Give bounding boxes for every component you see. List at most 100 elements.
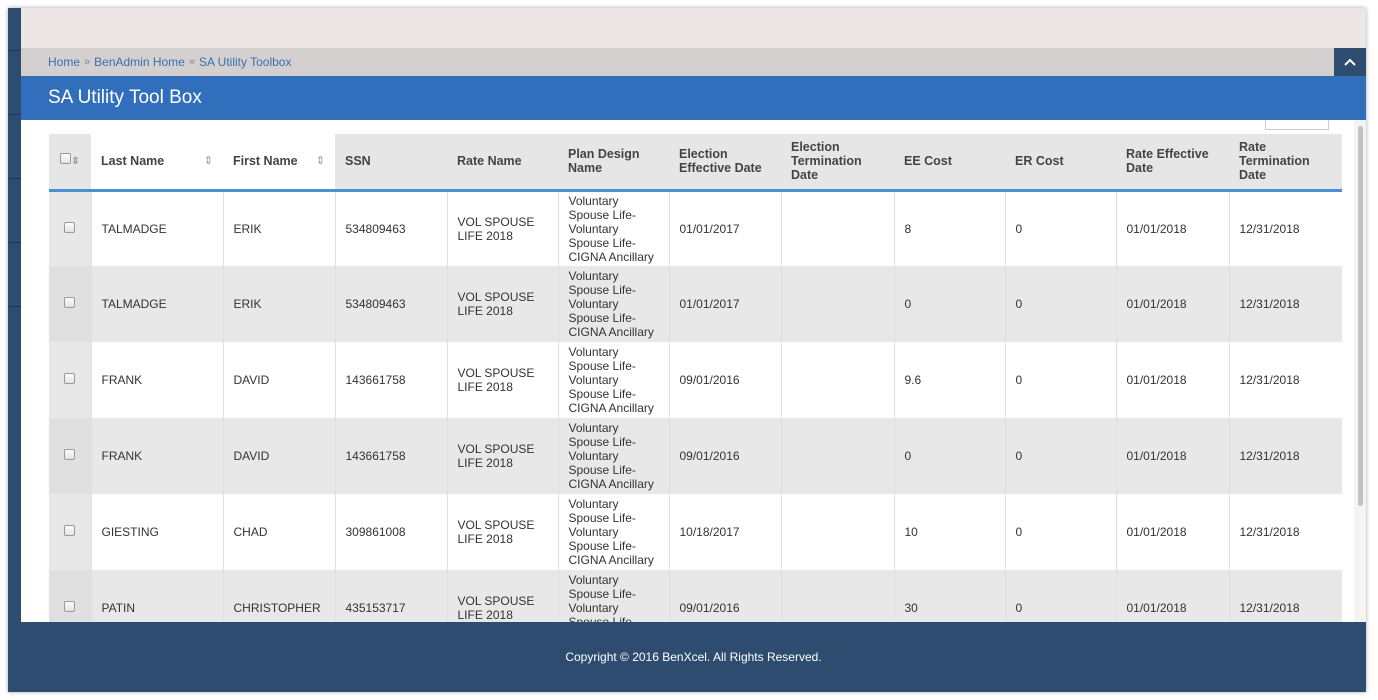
column-header-rate-name[interactable]: Rate Name bbox=[447, 134, 558, 192]
select-all-header[interactable]: ⇕ bbox=[49, 134, 91, 192]
row-checkbox[interactable] bbox=[64, 525, 76, 536]
row-checkbox-cell[interactable] bbox=[49, 494, 91, 570]
table-header-row: ⇕ Last Name ⇕ First Name ⇕ SSN Rate Name P… bbox=[49, 134, 1342, 192]
cell-last-name: TALMADGE bbox=[90, 266, 223, 342]
row-checkbox-cell[interactable] bbox=[49, 266, 91, 342]
cell-ssn: 435153717 bbox=[334, 570, 447, 622]
table-row[interactable]: FRANK DAVID 143661758 VOL SPOUSE LIFE 20… bbox=[49, 418, 1342, 494]
sort-icon[interactable]: ⇕ bbox=[203, 155, 213, 168]
row-checkbox[interactable] bbox=[64, 221, 76, 233]
cell-election-effective-date: 10/18/2017 bbox=[668, 494, 781, 570]
table-row[interactable]: PATIN CHRISTOPHER 435153717 VOL SPOUSE L… bbox=[49, 570, 1342, 622]
cell-first-name: CHRISTOPHER bbox=[222, 570, 335, 622]
cell-rate-name: VOL SPOUSE LIFE 2018 bbox=[446, 494, 558, 570]
table-row[interactable]: GIESTING CHAD 309861008 VOL SPOUSE LIFE … bbox=[49, 494, 1342, 570]
cell-plan-design-name: Voluntary Spouse Life-Voluntary Spouse L… bbox=[557, 190, 669, 266]
column-label: First Name bbox=[233, 154, 298, 169]
column-header-election-termination-date[interactable]: Election Termination Date bbox=[781, 134, 894, 192]
app-window: Home » BenAdmin Home » SA Utility Toolbo… bbox=[8, 8, 1366, 692]
sort-icon[interactable]: ⇕ bbox=[315, 155, 325, 168]
cell-er-cost: 0 bbox=[1004, 190, 1116, 266]
cell-rate-effective-date: 01/01/2018 bbox=[1115, 418, 1229, 494]
cell-first-name: CHAD bbox=[222, 494, 335, 570]
column-header-first-name[interactable]: First Name ⇕ bbox=[223, 134, 335, 192]
breadcrumb-benadmin-home[interactable]: BenAdmin Home bbox=[94, 55, 185, 69]
row-checkbox-cell[interactable] bbox=[49, 190, 91, 266]
cell-er-cost: 0 bbox=[1004, 570, 1116, 622]
cell-election-termination-date bbox=[780, 418, 894, 494]
breadcrumb: Home » BenAdmin Home » SA Utility Toolbo… bbox=[21, 48, 1366, 76]
vertical-scrollbar[interactable] bbox=[1354, 120, 1366, 622]
cell-rate-name: VOL SPOUSE LIFE 2018 bbox=[446, 190, 558, 266]
top-bar bbox=[21, 8, 1366, 48]
row-checkbox-cell[interactable] bbox=[49, 570, 91, 622]
column-header-er-cost[interactable]: ER Cost bbox=[1005, 134, 1116, 192]
row-checkbox[interactable] bbox=[64, 449, 76, 460]
cell-ssn: 534809463 bbox=[334, 266, 447, 342]
cell-last-name: GIESTING bbox=[90, 494, 223, 570]
cell-rate-name: VOL SPOUSE LIFE 2018 bbox=[446, 266, 558, 342]
chevron-up-icon bbox=[1344, 58, 1356, 66]
column-header-rate-termination-date[interactable]: Rate Termination Date bbox=[1229, 134, 1342, 192]
column-label: Last Name bbox=[101, 154, 165, 169]
cell-ee-cost: 9.6 bbox=[893, 342, 1005, 418]
cell-last-name: FRANK bbox=[90, 418, 223, 494]
scrollbar-thumb[interactable] bbox=[1358, 126, 1363, 506]
cell-ssn: 309861008 bbox=[334, 494, 447, 570]
cell-rate-effective-date: 01/01/2018 bbox=[1115, 494, 1229, 570]
cell-er-cost: 0 bbox=[1004, 418, 1116, 494]
cell-election-termination-date bbox=[780, 342, 894, 418]
table-row[interactable]: TALMADGE ERIK 534809463 VOL SPOUSE LIFE … bbox=[49, 190, 1342, 266]
page-title: SA Utility Tool Box bbox=[48, 87, 202, 108]
column-header-plan-design-name[interactable]: Plan Design Name bbox=[558, 134, 669, 192]
column-header-last-name[interactable]: Last Name ⇕ bbox=[91, 134, 223, 192]
cell-ee-cost: 30 bbox=[893, 570, 1005, 622]
cell-election-effective-date: 09/01/2016 bbox=[668, 570, 781, 622]
cell-rate-termination-date: 12/31/2018 bbox=[1228, 266, 1342, 342]
column-header-election-effective-date[interactable]: Election Effective Date bbox=[669, 134, 781, 192]
breadcrumb-separator: » bbox=[188, 56, 195, 68]
cell-ee-cost: 8 bbox=[893, 190, 1005, 266]
collapse-button[interactable] bbox=[1334, 48, 1366, 76]
cell-first-name: ERIK bbox=[222, 190, 335, 266]
column-header-ssn[interactable]: SSN bbox=[335, 134, 447, 192]
cell-rate-termination-date: 12/31/2018 bbox=[1228, 342, 1342, 418]
row-checkbox[interactable] bbox=[64, 297, 76, 308]
column-header-rate-effective-date[interactable]: Rate Effective Date bbox=[1116, 134, 1229, 192]
left-side-strip bbox=[8, 8, 21, 692]
cell-last-name: TALMADGE bbox=[90, 190, 223, 266]
results-table: ⇕ Last Name ⇕ First Name ⇕ SSN Rate Name P… bbox=[49, 134, 1342, 622]
cell-rate-termination-date: 12/31/2018 bbox=[1228, 190, 1342, 266]
row-checkbox[interactable] bbox=[64, 601, 76, 612]
row-checkbox-cell[interactable] bbox=[49, 418, 91, 494]
table-row[interactable]: TALMADGE ERIK 534809463 VOL SPOUSE LIFE … bbox=[49, 266, 1342, 342]
footer: Copyright © 2016 BenXcel. All Rights Res… bbox=[21, 622, 1366, 692]
cell-election-termination-date bbox=[780, 190, 894, 266]
breadcrumb-home[interactable]: Home bbox=[48, 55, 81, 69]
cell-ssn: 143661758 bbox=[334, 418, 447, 494]
cell-first-name: ERIK bbox=[222, 266, 335, 342]
cell-rate-termination-date: 12/31/2018 bbox=[1228, 570, 1342, 622]
cell-rate-name: VOL SPOUSE LIFE 2018 bbox=[446, 570, 558, 622]
column-header-ee-cost[interactable]: EE Cost bbox=[894, 134, 1005, 192]
row-checkbox-cell[interactable] bbox=[49, 342, 91, 418]
select-all-checkbox[interactable] bbox=[60, 153, 72, 165]
breadcrumb-sa-utility-toolbox[interactable]: SA Utility Toolbox bbox=[198, 55, 292, 69]
row-checkbox[interactable] bbox=[64, 373, 76, 384]
table-row[interactable]: FRANK DAVID 143661758 VOL SPOUSE LIFE 20… bbox=[49, 342, 1342, 418]
cell-plan-design-name: Voluntary Spouse Life-Voluntary Spouse L… bbox=[557, 418, 669, 494]
content-area: ⇕ Last Name ⇕ First Name ⇕ SSN Rate Name P… bbox=[21, 120, 1366, 622]
cell-plan-design-name: Voluntary Spouse Life-Voluntary Spouse L… bbox=[557, 494, 669, 570]
cell-rate-termination-date: 12/31/2018 bbox=[1228, 494, 1342, 570]
sort-icon[interactable]: ⇕ bbox=[71, 156, 80, 168]
cell-election-effective-date: 09/01/2016 bbox=[668, 342, 781, 418]
cell-first-name: DAVID bbox=[222, 342, 335, 418]
cell-last-name: FRANK bbox=[90, 342, 223, 418]
cell-election-termination-date bbox=[780, 494, 894, 570]
cell-last-name: PATIN bbox=[90, 570, 223, 622]
cell-rate-effective-date: 01/01/2018 bbox=[1115, 570, 1229, 622]
cell-plan-design-name: Voluntary Spouse Life-Voluntary Spouse L… bbox=[557, 570, 669, 622]
cell-ee-cost: 0 bbox=[893, 418, 1005, 494]
page-size-select[interactable] bbox=[1265, 120, 1329, 130]
cell-election-effective-date: 01/01/2017 bbox=[668, 190, 781, 266]
